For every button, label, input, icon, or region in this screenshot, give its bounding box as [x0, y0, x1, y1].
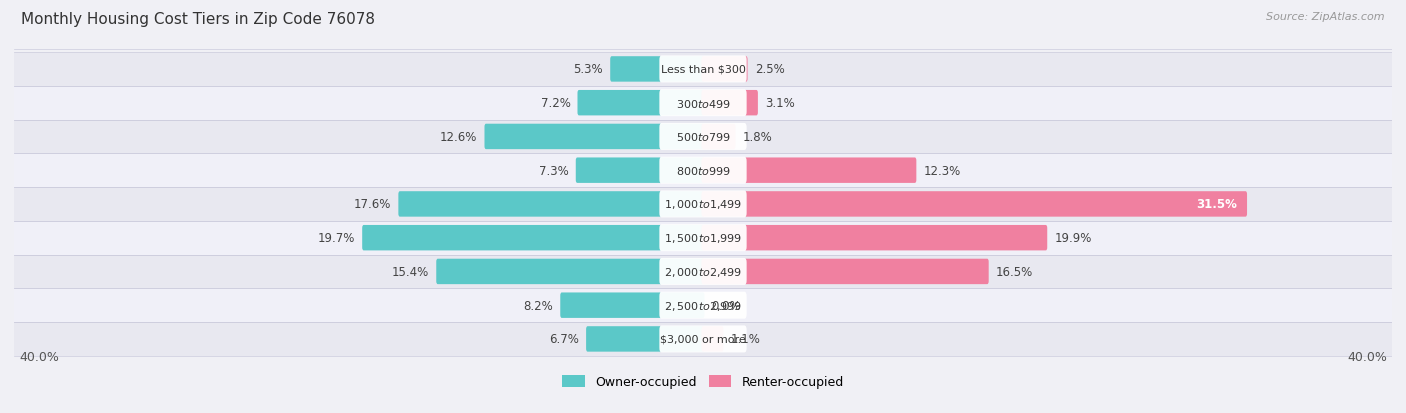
- FancyBboxPatch shape: [586, 326, 704, 352]
- Bar: [14, 87, 1392, 120]
- Text: $300 to $499: $300 to $499: [675, 97, 731, 109]
- Text: 40.0%: 40.0%: [20, 350, 59, 363]
- Bar: [14, 120, 1392, 154]
- Text: 7.3%: 7.3%: [538, 164, 568, 177]
- Legend: Owner-occupied, Renter-occupied: Owner-occupied, Renter-occupied: [557, 370, 849, 393]
- FancyBboxPatch shape: [702, 158, 917, 183]
- Text: 15.4%: 15.4%: [392, 265, 429, 278]
- FancyBboxPatch shape: [702, 259, 988, 285]
- Text: $1,000 to $1,499: $1,000 to $1,499: [664, 198, 742, 211]
- FancyBboxPatch shape: [702, 192, 1247, 217]
- Text: Monthly Housing Cost Tiers in Zip Code 76078: Monthly Housing Cost Tiers in Zip Code 7…: [21, 12, 375, 27]
- FancyBboxPatch shape: [702, 225, 1047, 251]
- Text: 1.8%: 1.8%: [742, 131, 772, 144]
- Text: 40.0%: 40.0%: [1347, 350, 1386, 363]
- FancyBboxPatch shape: [659, 56, 747, 83]
- Text: 12.6%: 12.6%: [440, 131, 478, 144]
- FancyBboxPatch shape: [610, 57, 704, 83]
- FancyBboxPatch shape: [659, 157, 747, 184]
- Text: 16.5%: 16.5%: [995, 265, 1033, 278]
- FancyBboxPatch shape: [702, 124, 735, 150]
- Text: 5.3%: 5.3%: [574, 63, 603, 76]
- FancyBboxPatch shape: [398, 192, 704, 217]
- Text: $500 to $799: $500 to $799: [675, 131, 731, 143]
- Text: 3.1%: 3.1%: [765, 97, 794, 110]
- FancyBboxPatch shape: [363, 225, 704, 251]
- FancyBboxPatch shape: [659, 325, 747, 353]
- FancyBboxPatch shape: [659, 225, 747, 252]
- FancyBboxPatch shape: [702, 91, 758, 116]
- Text: 2.5%: 2.5%: [755, 63, 785, 76]
- Text: 6.7%: 6.7%: [550, 332, 579, 346]
- FancyBboxPatch shape: [485, 124, 704, 150]
- FancyBboxPatch shape: [659, 292, 747, 319]
- Text: $3,000 or more: $3,000 or more: [661, 334, 745, 344]
- Bar: [14, 322, 1392, 356]
- FancyBboxPatch shape: [702, 326, 724, 352]
- Text: 19.9%: 19.9%: [1054, 232, 1091, 244]
- Text: $2,000 to $2,499: $2,000 to $2,499: [664, 265, 742, 278]
- Bar: [14, 255, 1392, 289]
- Text: 1.1%: 1.1%: [731, 332, 761, 346]
- Text: 31.5%: 31.5%: [1197, 198, 1237, 211]
- FancyBboxPatch shape: [576, 158, 704, 183]
- FancyBboxPatch shape: [578, 91, 704, 116]
- Text: 17.6%: 17.6%: [354, 198, 391, 211]
- Text: 0.0%: 0.0%: [711, 299, 741, 312]
- FancyBboxPatch shape: [659, 258, 747, 285]
- Text: Source: ZipAtlas.com: Source: ZipAtlas.com: [1267, 12, 1385, 22]
- FancyBboxPatch shape: [436, 259, 704, 285]
- Text: 19.7%: 19.7%: [318, 232, 356, 244]
- Text: Less than $300: Less than $300: [661, 65, 745, 75]
- FancyBboxPatch shape: [659, 90, 747, 117]
- Text: 7.2%: 7.2%: [540, 97, 571, 110]
- Bar: [14, 154, 1392, 188]
- Bar: [14, 289, 1392, 322]
- Bar: [14, 188, 1392, 221]
- Text: 12.3%: 12.3%: [924, 164, 960, 177]
- Text: $2,500 to $2,999: $2,500 to $2,999: [664, 299, 742, 312]
- FancyBboxPatch shape: [560, 293, 704, 318]
- Text: 8.2%: 8.2%: [523, 299, 553, 312]
- Bar: [14, 53, 1392, 87]
- FancyBboxPatch shape: [702, 57, 748, 83]
- FancyBboxPatch shape: [659, 191, 747, 218]
- Bar: [14, 221, 1392, 255]
- Text: $1,500 to $1,999: $1,500 to $1,999: [664, 232, 742, 244]
- Text: $800 to $999: $800 to $999: [675, 165, 731, 177]
- FancyBboxPatch shape: [659, 123, 747, 151]
